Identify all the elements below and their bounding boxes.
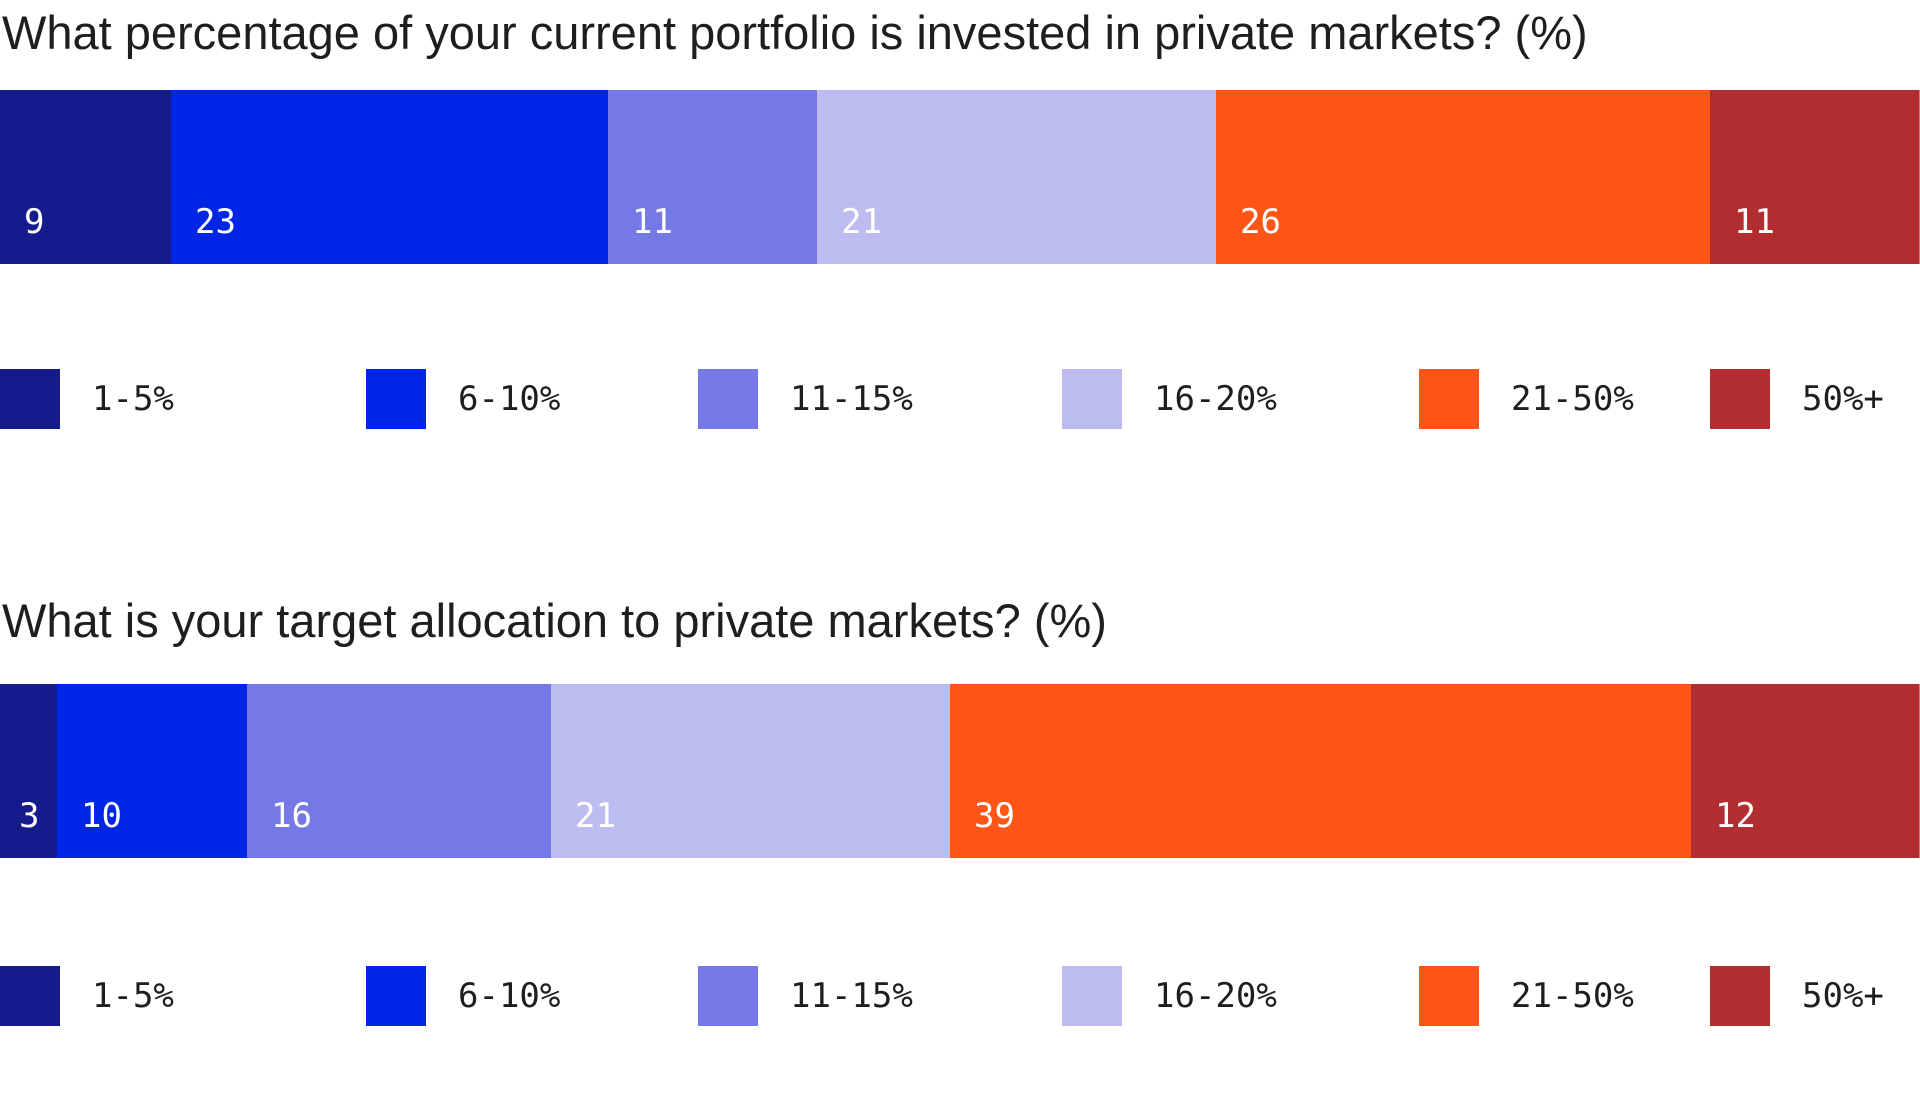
legend-label: 11-15%	[790, 379, 913, 419]
bar-segment-1-5%	[0, 684, 58, 858]
data-label-1-5%: 9	[24, 202, 44, 242]
data-label-50%+: 12	[1715, 796, 1756, 836]
data-label-21-50%: 26	[1240, 202, 1281, 242]
data-label-16-20%: 21	[575, 796, 616, 836]
legend-swatch	[1419, 966, 1479, 1026]
legend-swatch	[1062, 369, 1122, 429]
bar-segment-1-5%	[0, 90, 172, 264]
bar-segment-11-15%	[608, 90, 818, 264]
legend-label: 50%+	[1802, 379, 1884, 419]
bar-segment-16-20%	[551, 684, 951, 858]
legend-swatch	[698, 369, 758, 429]
legend-swatch	[0, 966, 60, 1026]
legend-swatch	[1710, 966, 1770, 1026]
bar-segment-50%+	[1691, 684, 1920, 858]
legend-label: 11-15%	[790, 976, 913, 1016]
legend-label: 1-5%	[92, 976, 174, 1016]
legend-swatch	[366, 966, 426, 1026]
chart-1-stacked-bar: 9 23 11 21 26 11	[0, 90, 1920, 264]
data-label-6-10%: 23	[195, 202, 236, 242]
data-label-11-15%: 11	[632, 202, 673, 242]
legend-swatch	[1419, 369, 1479, 429]
chart-1-legend: 1-5% 6-10% 11-15% 16-20% 21-50% 50%+	[0, 369, 1920, 431]
chart-2-stacked-bar: 3 10 16 21 39 12	[0, 684, 1920, 858]
legend-label: 16-20%	[1154, 976, 1277, 1016]
legend-swatch	[1710, 369, 1770, 429]
legend-label: 21-50%	[1511, 379, 1634, 419]
data-label-50%+: 11	[1734, 202, 1775, 242]
data-label-6-10%: 10	[81, 796, 122, 836]
bar-segment-11-15%	[247, 684, 552, 858]
bar-segment-16-20%	[817, 90, 1217, 264]
legend-swatch	[1062, 966, 1122, 1026]
bar-segment-6-10%	[57, 684, 248, 858]
bar-segment-21-50%	[950, 684, 1692, 858]
data-label-11-15%: 16	[271, 796, 312, 836]
legend-swatch	[366, 369, 426, 429]
chart-2-legend: 1-5% 6-10% 11-15% 16-20% 21-50% 50%+	[0, 966, 1920, 1028]
bar-segment-6-10%	[171, 90, 609, 264]
chart-2-title: What is your target allocation to privat…	[2, 594, 1107, 647]
legend-swatch	[0, 369, 60, 429]
legend-label: 6-10%	[458, 379, 561, 419]
data-label-1-5%: 3	[19, 796, 39, 836]
data-label-16-20%: 21	[841, 202, 882, 242]
legend-label: 16-20%	[1154, 379, 1277, 419]
legend-label: 1-5%	[92, 379, 174, 419]
legend-label: 6-10%	[458, 976, 561, 1016]
bar-segment-50%+	[1710, 90, 1920, 264]
legend-swatch	[698, 966, 758, 1026]
bar-segment-21-50%	[1216, 90, 1711, 264]
data-label-21-50%: 39	[974, 796, 1015, 836]
chart-1-title: What percentage of your current portfoli…	[2, 6, 1588, 59]
legend-label: 21-50%	[1511, 976, 1634, 1016]
legend-label: 50%+	[1802, 976, 1884, 1016]
